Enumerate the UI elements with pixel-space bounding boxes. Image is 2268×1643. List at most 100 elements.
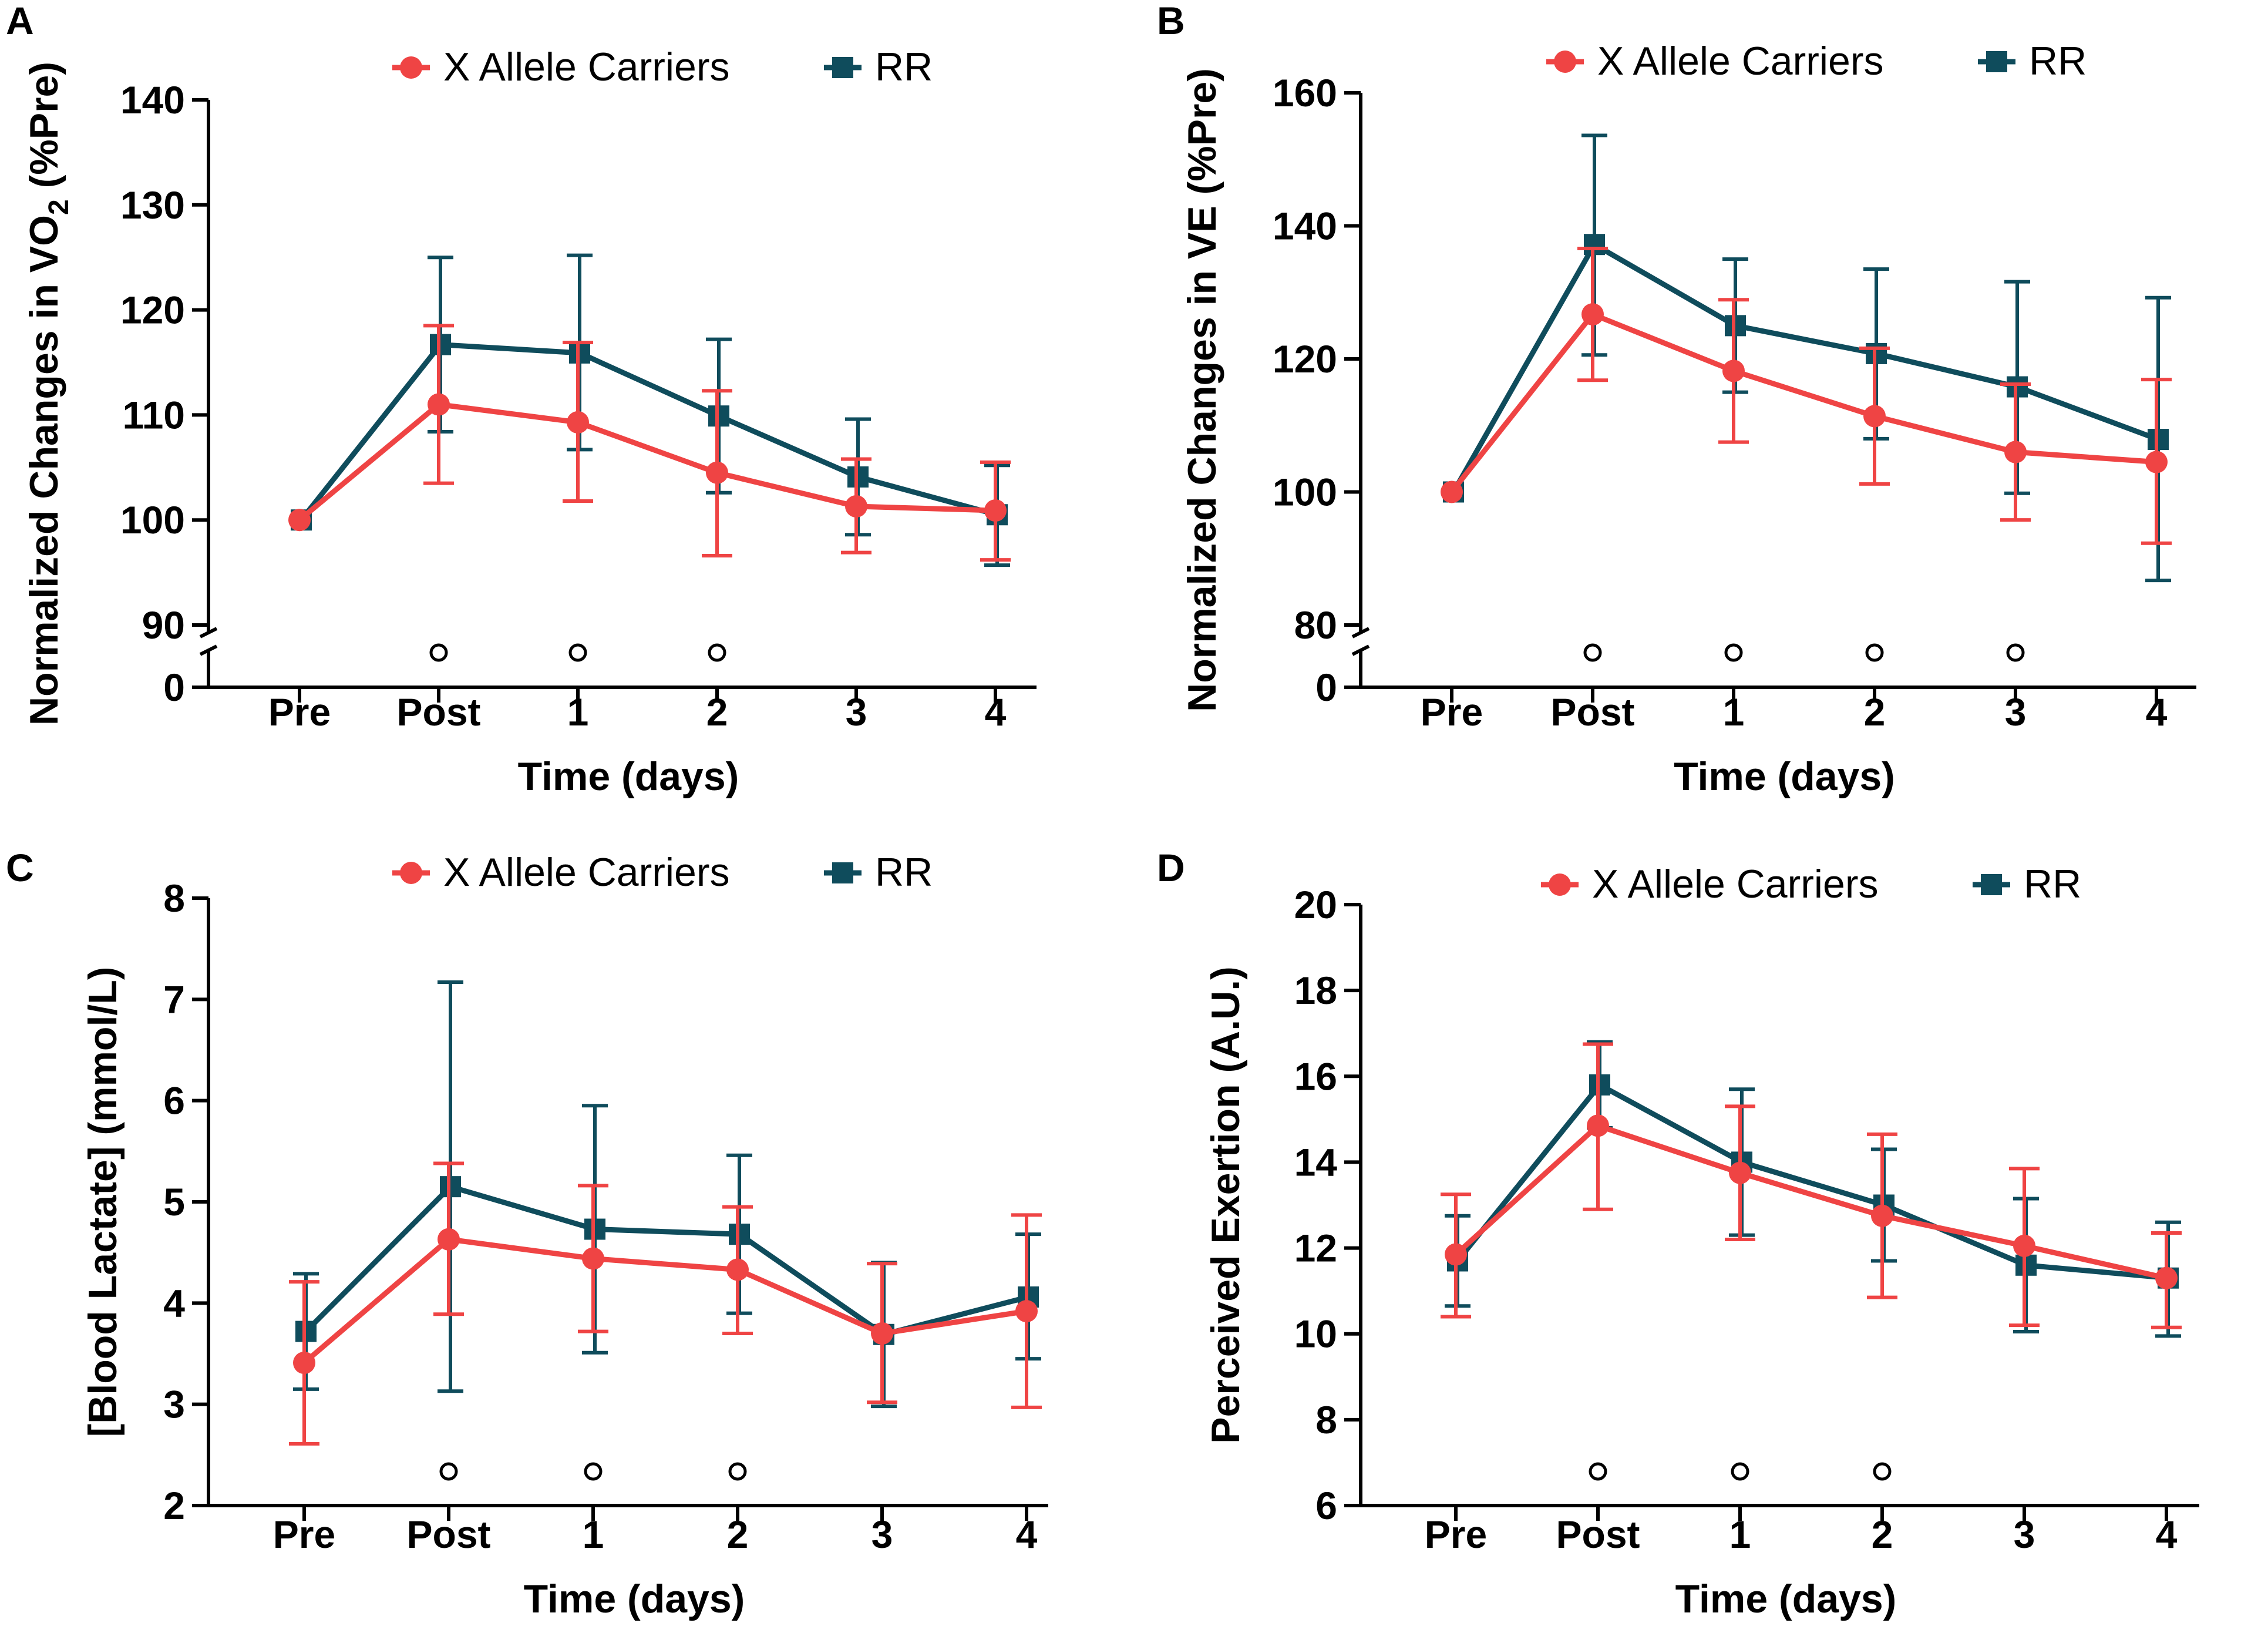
y-tick-label: 10 (1294, 1312, 1337, 1356)
series-line (298, 402, 996, 522)
x-tick-label: 1 (583, 1513, 604, 1556)
x-tick-label: Pre (268, 690, 331, 734)
x-tick-label: 2 (1864, 690, 1886, 734)
data-point (2145, 451, 2168, 473)
data-point (1729, 1161, 1751, 1184)
y-tick-label: 110 (123, 393, 185, 436)
x-tick-label: 2 (1872, 1513, 1893, 1556)
x-tick-label: Post (1556, 1513, 1640, 1556)
legend-marker-square (1986, 51, 2007, 72)
y-axis-title-main: [Blood Lactate] (mmol/L) (80, 967, 125, 1437)
data-point (706, 461, 728, 484)
legend-label: X Allele Carriers (443, 850, 730, 895)
data-point (1445, 1243, 1467, 1266)
data-point (567, 411, 589, 434)
data-point (2155, 1266, 2178, 1289)
data-point (582, 1247, 604, 1270)
x-tick-label: Post (406, 1513, 490, 1556)
significance-marker (1583, 643, 1602, 662)
y-axis-title-main: Perceived Exertion (A.U.) (1203, 966, 1248, 1443)
significance-marker (728, 1462, 747, 1481)
x-tick-label: 4 (2156, 1513, 2178, 1556)
legend-label: RR (875, 850, 933, 895)
x-tick-label: 4 (2146, 690, 2168, 734)
y-tick-label: 2 (163, 1484, 185, 1527)
legend: X Allele Carriers RR (1541, 862, 2081, 906)
data-point (1581, 303, 1604, 326)
y-axis-title-suffix: (%Pre) (22, 62, 66, 199)
series-x-allele (289, 1161, 1042, 1446)
legend-marker-circle (1549, 873, 1571, 896)
x-tick-label: 1 (567, 690, 589, 734)
y-tick-label: 90 (142, 603, 185, 647)
legend-marker-square (1981, 874, 2002, 895)
x-tick-label: 3 (2014, 1513, 2035, 1556)
series-line (1449, 311, 2157, 494)
series-rr (1445, 1040, 2181, 1338)
x-tick-label: Pre (273, 1513, 335, 1556)
legend: X Allele Carriers RR (392, 45, 933, 89)
series-line (1451, 241, 2159, 493)
y-tick-label: 100 (120, 498, 185, 542)
legend: X Allele Carriers RR (1546, 39, 2087, 83)
y-tick-label: 5 (163, 1180, 185, 1224)
data-point (871, 1322, 893, 1345)
data-point (1587, 1114, 1609, 1137)
y-tick-label: 100 (1273, 471, 1337, 514)
y-tick-label: 8 (1315, 1398, 1337, 1442)
y-tick-label: 7 (163, 977, 185, 1021)
y-tick-label: 18 (1294, 969, 1337, 1012)
panel-letter: A (6, 0, 34, 42)
x-tick-label: Post (396, 690, 480, 734)
y-tick-label: 140 (120, 78, 185, 122)
y-tick-label: 140 (1273, 204, 1337, 248)
data-point (1722, 359, 1745, 382)
y-tick-label: 20 (1294, 883, 1337, 926)
legend-marker-square (832, 862, 853, 883)
significance-marker (439, 1462, 458, 1481)
data-point (2013, 1234, 2035, 1257)
y-tick-label: 8 (163, 876, 185, 920)
legend: X Allele Carriers RR (392, 850, 933, 895)
legend-marker-circle (1554, 51, 1576, 73)
x-tick-label: 3 (846, 690, 867, 734)
x-tick-label: 2 (727, 1513, 749, 1556)
y-axis-title-main: Normalized Changes in VE (%Pre) (1180, 68, 1224, 712)
y-tick-label: 6 (1315, 1484, 1337, 1527)
y-tick-label: 16 (1294, 1054, 1337, 1098)
axis-break-mark (199, 627, 218, 656)
significance-marker (1731, 1462, 1749, 1481)
y-tick-label: 12 (1294, 1227, 1337, 1270)
series-x-allele (1441, 1042, 2182, 1329)
y-axis-title-subscript: 2 (43, 199, 75, 215)
legend-marker-circle (400, 56, 422, 79)
data-point (428, 393, 450, 416)
series-x-allele (1441, 247, 2172, 545)
panel-a: A 0 90 100 110 120 130 140 Pre Post 1 2 3 4 Time (days… (6, 0, 1037, 799)
y-tick-label: 0 (163, 666, 185, 709)
series-line (1455, 1082, 2169, 1281)
axis-break-mark (1351, 627, 1370, 656)
data-point (1871, 1204, 1893, 1227)
series-line (299, 342, 998, 522)
y-tick-label: 120 (120, 288, 185, 332)
y-axis-title: Perceived Exertion (A.U.) (1203, 966, 1248, 1443)
significance-marker (2006, 643, 2025, 662)
x-tick-label: Pre (1421, 690, 1483, 734)
series-line (302, 1237, 1027, 1365)
series-rr (291, 253, 1010, 567)
y-tick-label: 0 (1315, 666, 1337, 709)
significance-marker (568, 643, 587, 662)
legend-label: X Allele Carriers (443, 45, 730, 89)
y-tick-label: 130 (120, 183, 185, 227)
data-point (1015, 1300, 1038, 1323)
significance-marker (708, 643, 726, 662)
series-x-allele (288, 324, 1011, 562)
y-tick-label: 160 (1273, 71, 1337, 115)
legend-label: X Allele Carriers (1597, 39, 1884, 83)
x-axis-title: Time (days) (1674, 754, 1895, 799)
legend-marker-circle (400, 862, 422, 884)
significance-marker (584, 1462, 603, 1481)
